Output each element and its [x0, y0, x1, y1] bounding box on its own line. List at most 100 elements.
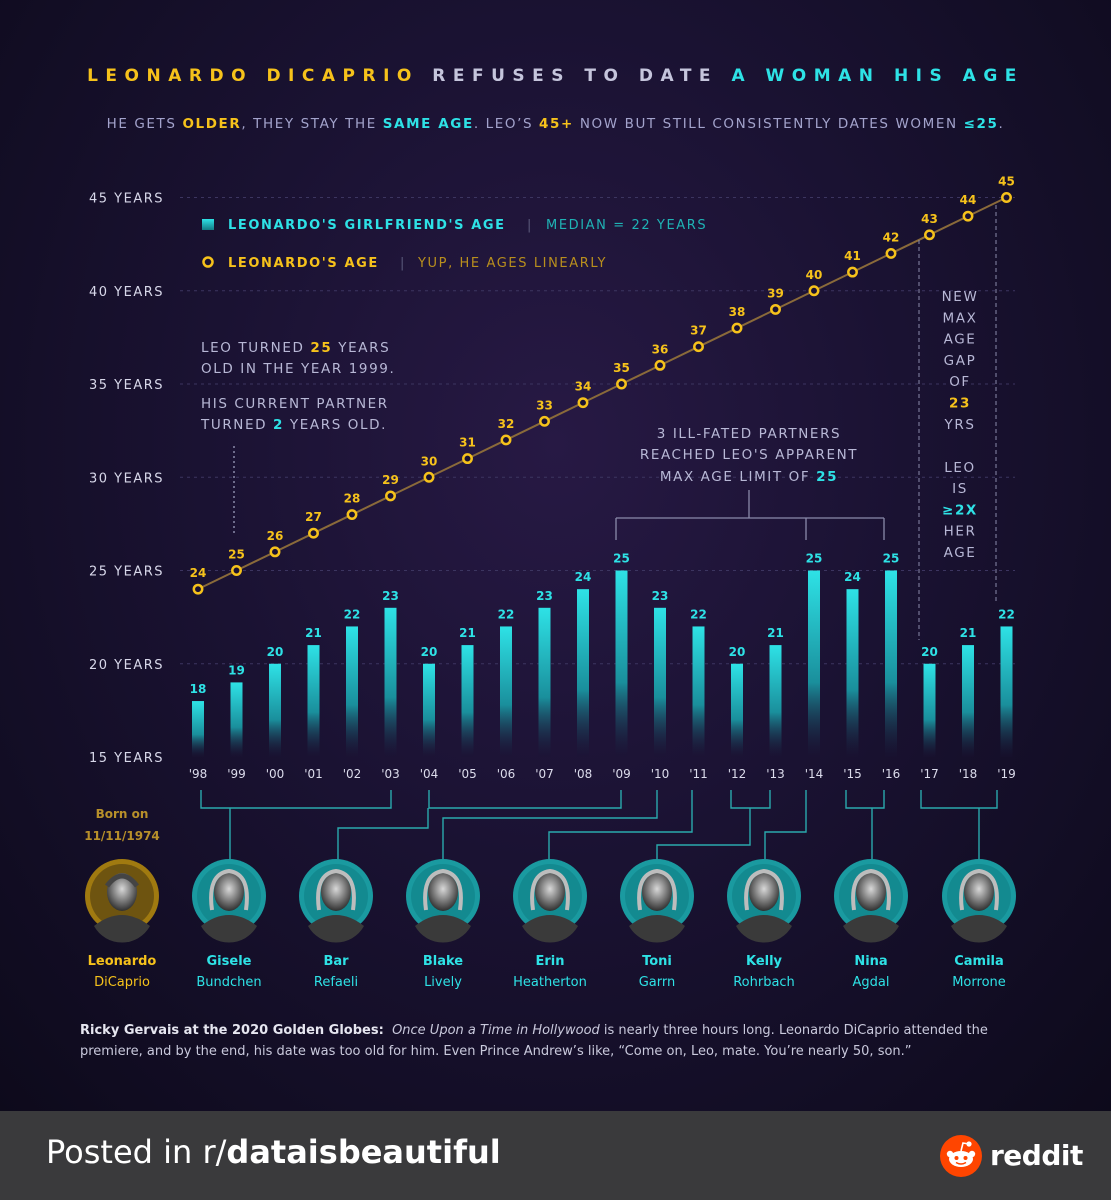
portrait-face — [535, 873, 565, 911]
person-last-name: Refaeli — [314, 975, 358, 990]
bar-value-label: 22 — [498, 607, 515, 621]
y-tick-label: 15 YEARS — [89, 751, 164, 766]
leo-age-label: 40 — [806, 268, 823, 282]
leo-age-label: 26 — [267, 529, 284, 543]
leo-age-label: 45 — [998, 175, 1015, 189]
portrait-face — [642, 873, 672, 911]
x-tick-label: '07 — [535, 767, 554, 781]
annotation-ratio: ≥2X — [942, 502, 978, 518]
portrait-partner: Kelly Rohrbach — [727, 859, 801, 990]
subtitle-seg: HE GETS — [106, 116, 183, 132]
girlfriend-bar — [384, 607, 397, 757]
leo-age-point — [885, 248, 897, 259]
girlfriend-bar — [461, 645, 474, 757]
leo-age-point — [1001, 192, 1012, 203]
leo-age-point — [616, 378, 627, 390]
portrait-hair — [423, 868, 463, 911]
legend-girlfriend-label: LEONARDO'S GIRLFRIEND'S AGE — [228, 218, 506, 233]
bar-value-label: 22 — [690, 607, 707, 621]
title-middle: REFUSES TO DATE — [432, 66, 719, 86]
x-tick-label: '04 — [420, 767, 439, 781]
leo-age-point — [385, 490, 396, 502]
subreddit-link[interactable]: dataisbeautiful — [226, 1133, 501, 1171]
girlfriend-bar — [230, 682, 243, 757]
bar-value-label: 23 — [536, 589, 553, 603]
y-tick-label: 45 YEARS — [89, 192, 164, 207]
x-tick-label: '14 — [805, 767, 824, 781]
portrait-partner: Bar Refaeli — [299, 859, 373, 990]
portrait-hair — [959, 868, 999, 911]
annotation-word: YRS — [944, 417, 976, 433]
person-last-name: Rohrbach — [733, 975, 795, 990]
subtitle-seg: . — [998, 116, 1005, 132]
x-tick-label: '98 — [189, 767, 208, 781]
partner-brackets — [200, 790, 998, 860]
person-last-name: Agdal — [853, 975, 890, 990]
leo-age-point — [500, 434, 512, 446]
x-axis: '98 '99 '00 '01 '02 '03 '04 '05 '06 '07 '08 '09 '10 '… — [189, 767, 1016, 781]
girlfriend-bar — [846, 589, 859, 757]
portrait-partner: Blake Lively — [406, 859, 480, 990]
leo-age-series: 24 25 26 27 28 29 30 31 32 33 34 35 36 37 38 39 40 41 42 43… — [190, 175, 1015, 595]
reddit-icon[interactable] — [940, 1135, 982, 1177]
leo-age-label: 33 — [536, 398, 553, 412]
gervais-quote: Ricky Gervais at the 2020 Golden Globes:… — [80, 1020, 1040, 1062]
age-chart: 15 YEARS 20 YEARS 25 YEARS 30 YEARS 35 YEARS… — [84, 175, 1016, 990]
annotation-max-25: 3 ILL-FATED PARTNERS REACHED LEO'S APPAR… — [615, 426, 885, 540]
portrait-hair — [530, 868, 570, 911]
leo-age-point — [577, 397, 589, 409]
annotation-line: TURNED 2 YEARS OLD. — [200, 417, 387, 433]
page-title: LEONARDO DICAPRIO REFUSES TO DATE A WOMA… — [0, 66, 1111, 86]
x-tick-label: '10 — [651, 767, 670, 781]
legend-median: MEDIAN = 22 YEARS — [546, 218, 707, 233]
subtitle-same-age: SAME AGE — [382, 116, 474, 132]
x-tick-label: '16 — [882, 767, 901, 781]
bar-value-label: 25 — [883, 552, 900, 566]
x-tick-label: '08 — [574, 767, 593, 781]
x-tick-label: '06 — [497, 767, 516, 781]
leo-age-label: 36 — [652, 342, 669, 356]
x-tick-label: '13 — [766, 767, 785, 781]
girlfriend-bar — [769, 645, 782, 757]
leo-age-label: 39 — [767, 286, 784, 300]
subtitle-seg: . LEO’S — [473, 116, 540, 132]
bar-value-label: 22 — [344, 607, 361, 621]
annotation-line: MAX AGE LIMIT OF 25 — [660, 469, 838, 485]
annotation-line: LEO TURNED 25 YEARS — [201, 340, 390, 356]
leo-age-point — [539, 415, 550, 427]
annotation-word: HER — [944, 524, 977, 540]
bar-value-label: 20 — [729, 645, 746, 659]
leo-age-label: 24 — [190, 566, 207, 580]
bar-value-label: 21 — [767, 626, 784, 640]
subtitle-seg: , THEY STAY THE — [241, 116, 383, 132]
annotation-gap-number: 23 — [949, 396, 971, 412]
girlfriend-bar — [577, 589, 589, 757]
bar-value-label: 20 — [421, 645, 438, 659]
annotation-line: HIS CURRENT PARTNER — [201, 396, 389, 412]
bar-value-label: 21 — [960, 626, 977, 640]
portrait-shoulders — [94, 915, 150, 943]
person-last-name: Morrone — [952, 975, 1006, 990]
girlfriend-bar — [192, 701, 204, 757]
portrait-shoulders — [415, 915, 471, 943]
bar-value-label: 19 — [228, 663, 245, 677]
annotation-word: GAP — [944, 353, 977, 369]
girlfriend-bar — [962, 645, 974, 757]
portrait-shoulders — [843, 915, 899, 943]
legend-bar-swatch — [202, 219, 214, 230]
title-name: LEONARDO DICAPRIO — [87, 66, 419, 86]
person-first-name: Blake — [423, 954, 463, 969]
leo-age-point — [423, 471, 435, 483]
girlfriend-bar — [423, 663, 435, 757]
annotation-line: REACHED LEO'S APPARENT — [640, 447, 858, 463]
person-first-name: Camila — [954, 954, 1004, 969]
portrait-hair — [851, 868, 891, 911]
infographic: LEONARDO DICAPRIO REFUSES TO DATE A WOMA… — [0, 0, 1111, 1111]
leo-age-label: 27 — [305, 510, 322, 524]
person-first-name: Erin — [535, 954, 564, 969]
leo-age-label: 42 — [883, 230, 900, 244]
annotation-word: AGE — [944, 332, 977, 348]
annotation-word: LEO — [944, 460, 975, 476]
leo-age-label: 32 — [498, 417, 515, 431]
portrait-leonardo: Leonardo DiCaprio — [85, 859, 159, 990]
